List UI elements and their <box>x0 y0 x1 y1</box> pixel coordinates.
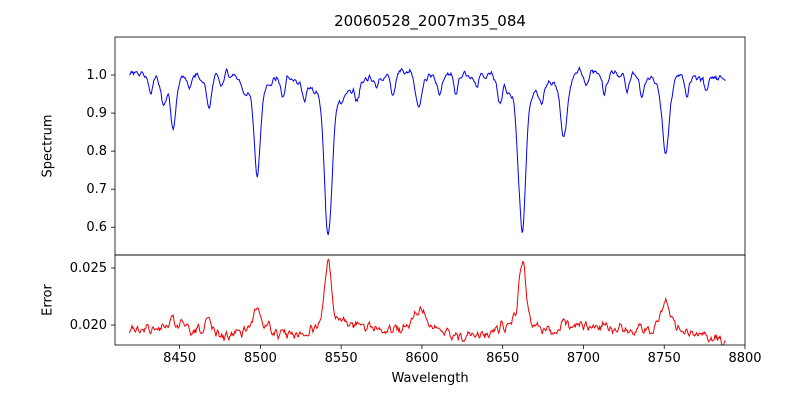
error-y-tick-label: 0.020 <box>70 318 107 333</box>
x-axis-label: Wavelength <box>391 371 469 386</box>
x-tick-label: 8650 <box>486 351 519 366</box>
spectrum-y-tick-label: 0.9 <box>86 106 107 121</box>
error-panel-border <box>114 254 746 346</box>
chart-title: 20060528_2007m35_084 <box>334 12 526 30</box>
x-tick-label: 8600 <box>405 351 438 366</box>
error-y-tick-label: 0.025 <box>70 261 107 276</box>
x-tick-label: 8550 <box>325 351 358 366</box>
x-tick-label: 8750 <box>648 351 681 366</box>
x-tick-label: 8500 <box>244 351 277 366</box>
x-tick-label: 8450 <box>163 351 196 366</box>
spectrum-y-tick-label: 0.6 <box>86 220 107 235</box>
spectrum-curve <box>129 65 726 236</box>
spectrum-y-tick-label: 0.7 <box>86 182 107 197</box>
x-tick-label: 8800 <box>728 351 761 366</box>
x-tick-label: 8700 <box>567 351 600 366</box>
spectrum-panel-border <box>114 36 746 256</box>
error-curve <box>129 258 726 345</box>
spectrum-y-tick-label: 1.0 <box>86 68 107 83</box>
spectrum-y-tick-label: 0.8 <box>86 144 107 159</box>
